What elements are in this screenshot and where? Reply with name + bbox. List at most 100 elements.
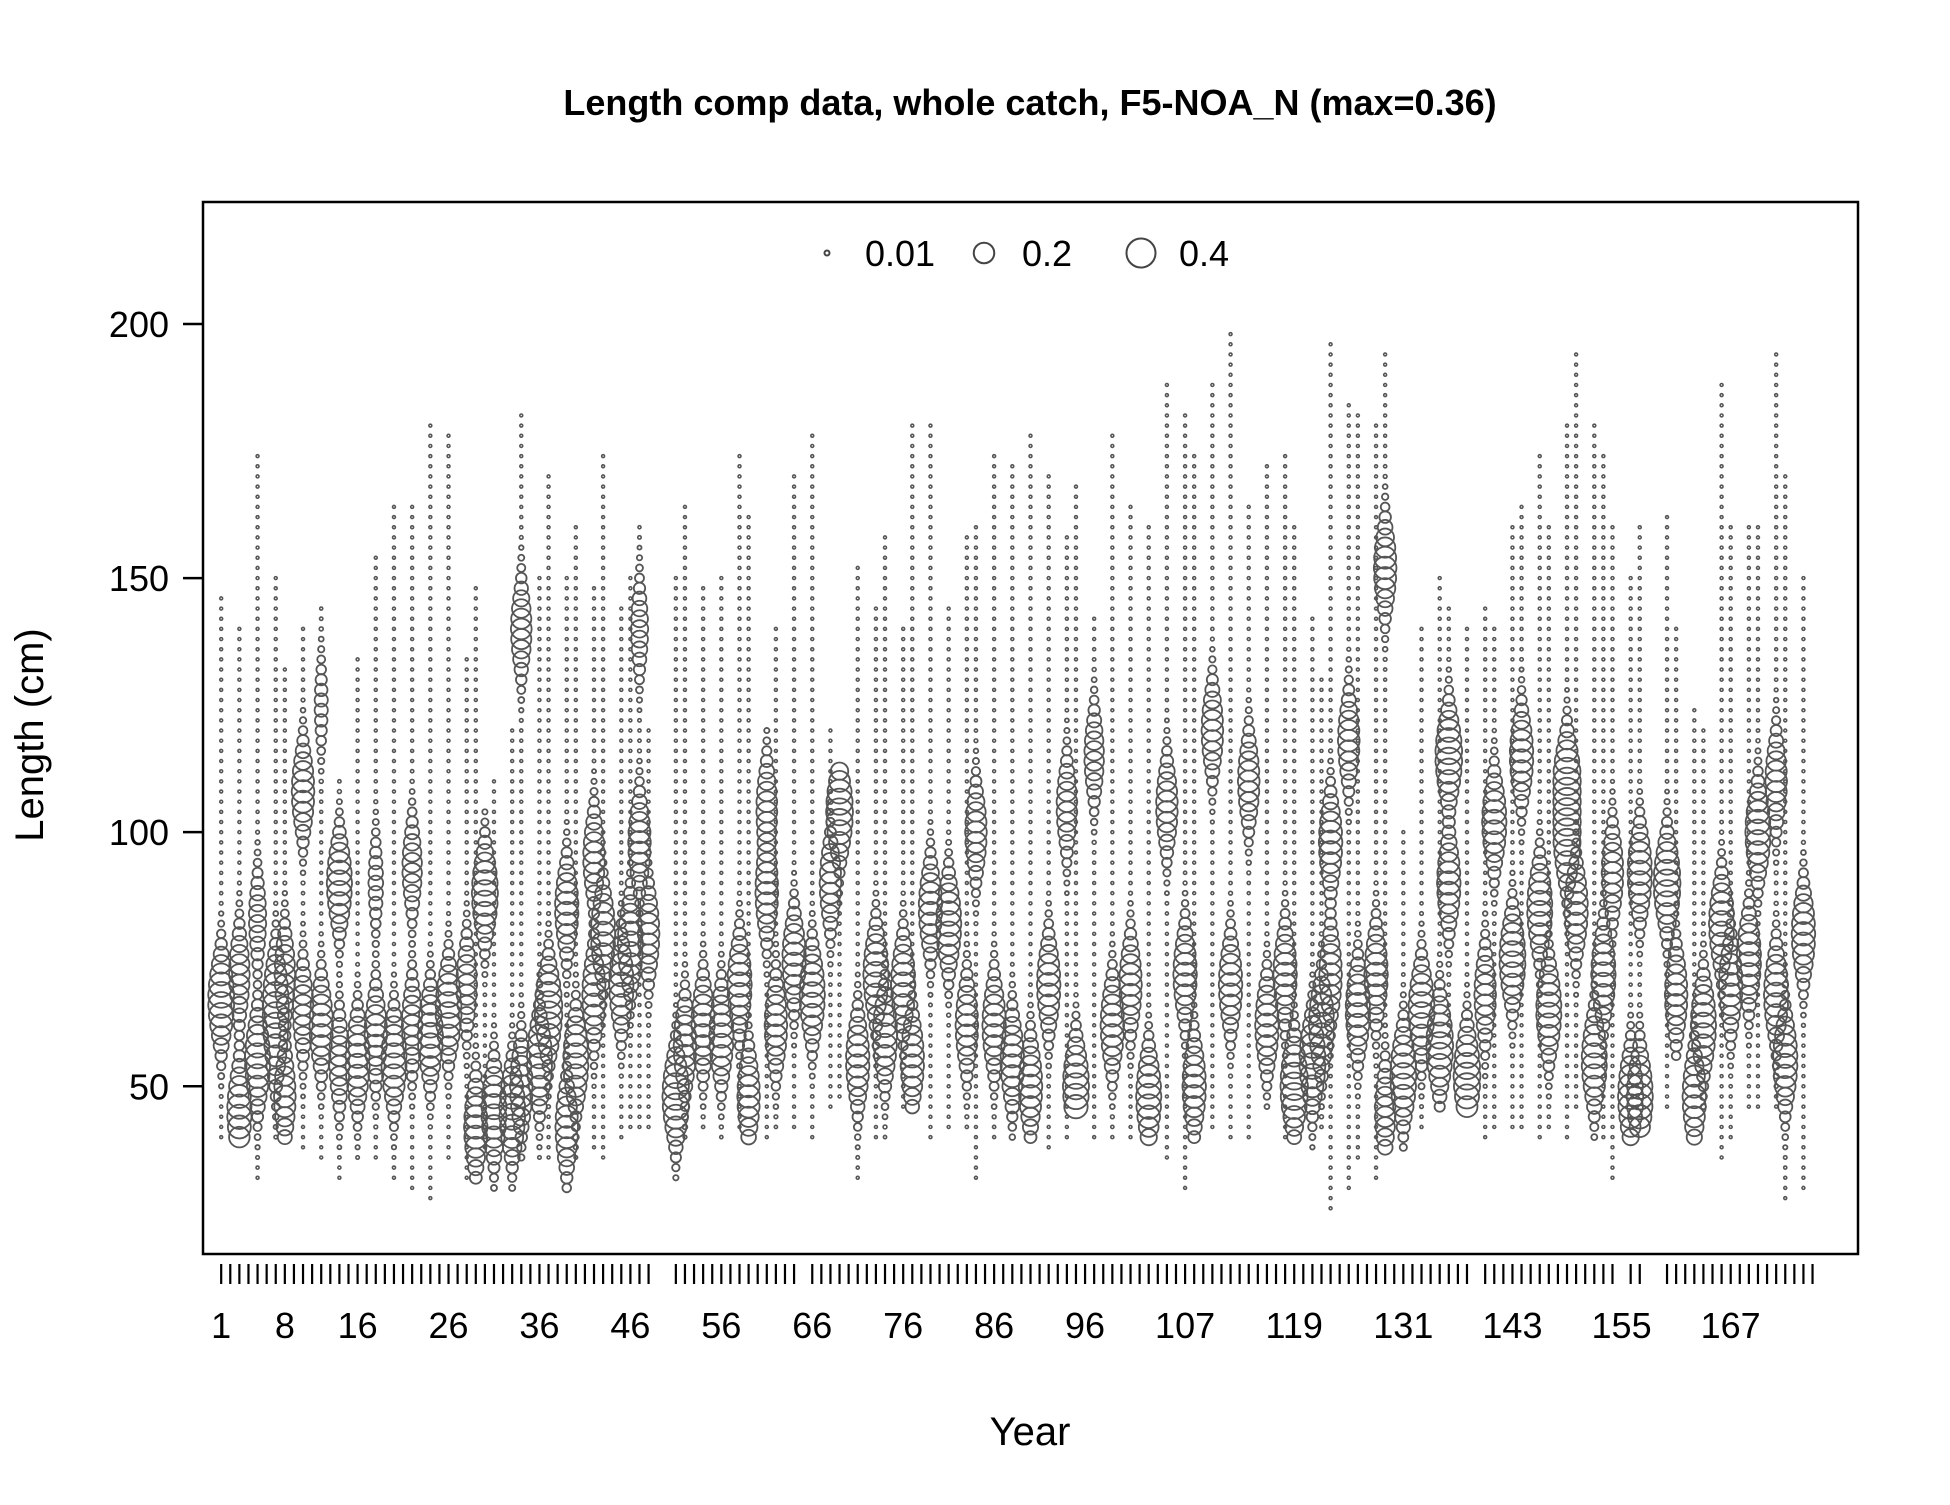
bubble-point bbox=[268, 937, 283, 951]
bubble-point bbox=[1073, 901, 1079, 906]
bubble-point bbox=[928, 616, 933, 621]
bubble-point bbox=[908, 980, 917, 989]
bubble-point bbox=[519, 789, 524, 794]
bubble-point bbox=[537, 829, 542, 835]
bubble-point bbox=[1355, 1145, 1361, 1150]
bubble-point bbox=[619, 687, 624, 693]
bubble-point bbox=[828, 748, 833, 754]
bubble-point bbox=[537, 963, 560, 986]
bubble-point bbox=[407, 797, 417, 806]
bubble-point bbox=[1436, 960, 1444, 968]
bubble-point bbox=[964, 748, 970, 754]
bubble-point bbox=[899, 1053, 925, 1079]
bubble-point bbox=[637, 728, 642, 733]
bubble-point bbox=[871, 898, 881, 908]
bubble-point bbox=[1046, 1134, 1051, 1140]
bubble-point bbox=[1046, 626, 1051, 632]
bubble-point bbox=[273, 850, 278, 855]
bubble-point bbox=[1382, 677, 1388, 683]
bubble-point bbox=[473, 982, 479, 987]
bubble-point bbox=[1409, 972, 1434, 997]
bubble-point bbox=[273, 809, 278, 815]
bubble-point bbox=[317, 1103, 325, 1110]
bubble-point bbox=[700, 667, 706, 672]
bubble-point bbox=[744, 1021, 753, 1030]
bubble-point bbox=[636, 748, 643, 754]
bubble-point bbox=[1110, 819, 1115, 825]
bubble-point bbox=[373, 718, 379, 723]
bubble-point bbox=[927, 818, 934, 826]
bubble-point bbox=[237, 707, 242, 713]
bubble-point bbox=[837, 941, 842, 947]
bubble-point bbox=[1482, 728, 1488, 733]
bubble-point bbox=[640, 885, 657, 902]
bubble-point bbox=[373, 585, 379, 591]
bubble-point bbox=[945, 829, 952, 835]
bubble-point bbox=[719, 636, 724, 642]
bubble-point bbox=[963, 1103, 971, 1110]
bubble-point bbox=[1110, 636, 1115, 642]
bubble-point bbox=[1345, 656, 1352, 663]
bubble-point bbox=[1228, 657, 1233, 662]
bubble-point bbox=[896, 926, 911, 941]
bubble-point bbox=[1137, 1116, 1160, 1138]
bubble-point bbox=[1110, 667, 1115, 672]
bubble-point bbox=[428, 738, 433, 743]
bubble-point bbox=[1191, 667, 1197, 672]
bubble-point bbox=[635, 696, 644, 704]
bubble-point bbox=[1073, 616, 1079, 621]
bubble-point bbox=[928, 626, 933, 632]
bubble-point bbox=[635, 685, 644, 695]
bubble-point bbox=[619, 636, 624, 642]
bubble-point bbox=[710, 1055, 732, 1077]
bubble-point bbox=[428, 880, 433, 886]
bubble-point bbox=[698, 1092, 708, 1101]
bubble-point bbox=[1086, 712, 1103, 729]
bubble-point bbox=[1401, 860, 1406, 865]
bubble-point bbox=[1146, 809, 1151, 815]
bubble-point bbox=[600, 474, 606, 479]
bubble-point bbox=[490, 1031, 498, 1040]
bubble-point bbox=[1040, 1016, 1058, 1034]
bubble-point bbox=[1264, 860, 1270, 865]
bubble-point bbox=[1245, 859, 1252, 866]
bubble-point bbox=[537, 707, 542, 713]
bubble-point bbox=[298, 939, 308, 949]
bubble-point bbox=[1059, 845, 1074, 860]
bubble-point bbox=[491, 870, 497, 876]
bubble-point bbox=[440, 955, 457, 973]
bubble-point bbox=[1037, 993, 1061, 1017]
bubble-point bbox=[1400, 981, 1407, 988]
bubble-point bbox=[591, 626, 597, 632]
bubble-point bbox=[518, 524, 524, 530]
bubble-point bbox=[1482, 606, 1488, 611]
bubble-point bbox=[346, 1024, 369, 1047]
bubble-point bbox=[1328, 1145, 1333, 1150]
bubble-point bbox=[1492, 951, 1497, 957]
bubble-point bbox=[960, 1069, 974, 1083]
bubble-point bbox=[271, 919, 280, 928]
bubble-point bbox=[231, 926, 248, 942]
bubble-point bbox=[1178, 916, 1192, 931]
bubble-point bbox=[1419, 779, 1424, 784]
bubble-point bbox=[1010, 616, 1015, 621]
bubble-point bbox=[973, 585, 979, 591]
bubble-point bbox=[1328, 616, 1333, 621]
bubble-point bbox=[1064, 1134, 1070, 1140]
bubble-point bbox=[1435, 757, 1463, 785]
bubble-point bbox=[1492, 1094, 1497, 1099]
bubble-point bbox=[973, 1043, 979, 1048]
bubble-point bbox=[1291, 850, 1297, 855]
bubble-point bbox=[900, 779, 906, 784]
bubble-point bbox=[237, 850, 242, 855]
bubble-point bbox=[700, 748, 706, 754]
bubble-point bbox=[900, 687, 906, 693]
bubble-point bbox=[255, 545, 260, 550]
bubble-point bbox=[882, 941, 888, 947]
bubble-point bbox=[882, 707, 888, 713]
bubble-point bbox=[1059, 754, 1074, 768]
bubble-point bbox=[646, 758, 651, 764]
bubble-point bbox=[1246, 901, 1252, 906]
bubble-point bbox=[693, 984, 714, 1005]
bubble-point bbox=[1464, 921, 1470, 926]
